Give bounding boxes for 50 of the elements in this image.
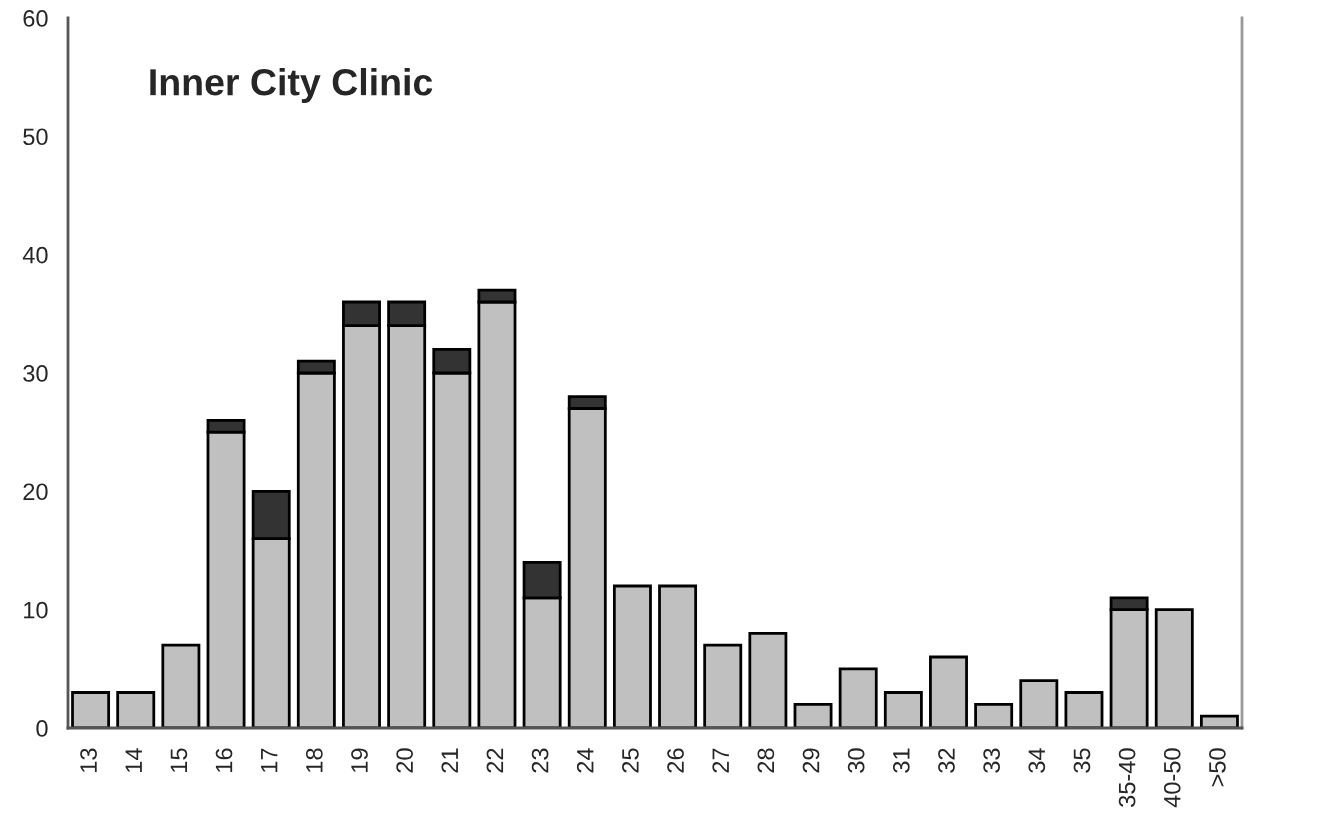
bar	[1154, 608, 1194, 728]
x-tick-label: 20	[396, 748, 413, 773]
x-tick-label: 33	[983, 748, 1000, 773]
x-tick-label: 17	[261, 748, 278, 772]
bar	[929, 655, 968, 728]
bar	[1019, 679, 1059, 728]
bar	[883, 691, 923, 728]
bar	[1199, 714, 1239, 728]
x-tick-label: 14	[125, 748, 142, 772]
x-tick-label: 19	[351, 748, 368, 772]
y-tick-label: 10	[24, 601, 48, 619]
y-tick-label: 40	[22, 246, 48, 264]
x-tick-label: 25	[622, 748, 639, 773]
x-tick-label: 21	[441, 748, 458, 773]
x-tick-label: 26	[667, 748, 684, 773]
x-tick-label: 40-50	[1163, 748, 1181, 808]
text: Inner City Clinic	[150, 67, 433, 103]
bar	[974, 702, 1014, 728]
x-tick-label: 13	[80, 748, 97, 772]
bar	[838, 667, 878, 728]
x-tick-label: 31	[892, 748, 910, 773]
y-tick-label: 20	[23, 483, 48, 501]
x-tick-label: 30	[847, 748, 865, 773]
x-tick-label: 22	[486, 748, 504, 773]
bar	[1064, 691, 1104, 728]
bar	[71, 691, 111, 728]
y-tick-label: 60	[23, 10, 48, 27]
x-tick-label: 29	[802, 748, 820, 773]
x-tick-label: 23	[531, 748, 549, 773]
bar	[748, 631, 788, 728]
x-tick-label: 16	[215, 748, 233, 772]
bar	[703, 643, 743, 728]
y-tick-label: 30	[23, 365, 48, 382]
bar	[793, 702, 833, 728]
bar	[612, 584, 652, 728]
y-tick-label: 50	[23, 128, 48, 146]
x-tick-label: 28	[757, 748, 775, 773]
x-tick-label: 15	[170, 748, 188, 772]
x-tick-label: >50	[1209, 748, 1226, 787]
x-tick-label: 34	[1028, 748, 1046, 773]
y-tick-label: 0	[36, 720, 48, 737]
x-tick-label: 24	[576, 748, 594, 773]
bar	[116, 691, 156, 728]
x-tick-label: 35	[1073, 748, 1091, 773]
x-tick-label: 32	[938, 748, 955, 773]
x-tick-label: 18	[305, 748, 323, 772]
x-tick-label: 35-40	[1118, 748, 1136, 807]
x-tick-label: 27	[712, 748, 729, 773]
bar	[658, 584, 698, 728]
bar	[161, 643, 201, 728]
